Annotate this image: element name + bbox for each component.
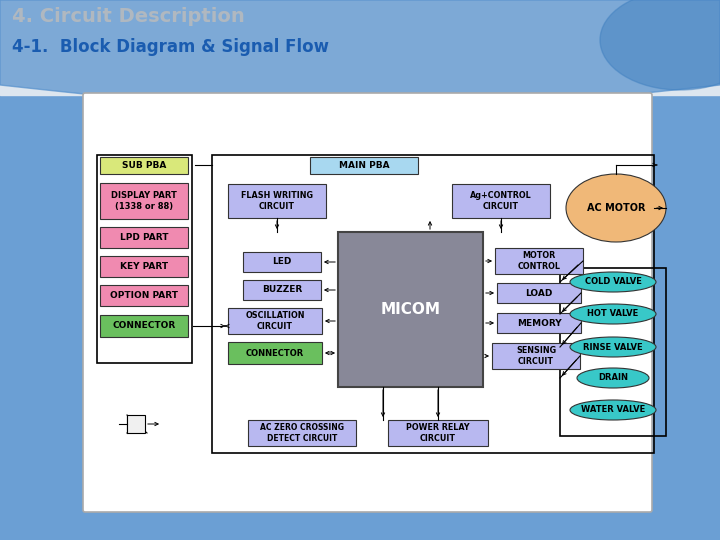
Text: MICOM: MICOM (380, 302, 441, 317)
Bar (243, 280, 321, 300)
Bar (100, 227, 188, 248)
Ellipse shape (577, 368, 649, 388)
Text: MEMORY: MEMORY (517, 319, 562, 327)
Ellipse shape (570, 400, 656, 420)
Bar (248, 420, 356, 446)
Bar (100, 183, 188, 219)
Text: MOTOR
CONTROL: MOTOR CONTROL (518, 251, 560, 271)
Bar (100, 157, 188, 174)
Bar (560, 268, 666, 436)
Ellipse shape (570, 304, 656, 324)
Text: DRAIN: DRAIN (598, 374, 628, 382)
Bar (228, 342, 322, 364)
Bar (228, 184, 326, 218)
Bar (100, 256, 188, 277)
Text: MAIN PBA: MAIN PBA (338, 161, 390, 170)
Bar (228, 308, 322, 334)
Ellipse shape (566, 174, 666, 242)
Text: 4-1.  Block Diagram & Signal Flow: 4-1. Block Diagram & Signal Flow (12, 38, 329, 56)
Bar (97, 155, 192, 363)
Text: OSCILLATION
CIRCUIT: OSCILLATION CIRCUIT (246, 311, 305, 330)
Text: CONNECTOR: CONNECTOR (246, 348, 304, 357)
Bar (243, 252, 321, 272)
Bar (310, 157, 418, 174)
Ellipse shape (570, 272, 656, 292)
Bar (100, 315, 188, 337)
Text: SENSING
CIRCUIT: SENSING CIRCUIT (516, 346, 556, 366)
Text: BUZZER: BUZZER (262, 286, 302, 294)
Bar (497, 313, 581, 333)
Text: 4. Circuit Description: 4. Circuit Description (12, 7, 245, 26)
FancyBboxPatch shape (83, 93, 652, 512)
Bar (388, 420, 488, 446)
Text: KEY PART: KEY PART (120, 262, 168, 271)
Text: LED: LED (272, 258, 292, 267)
Ellipse shape (570, 337, 656, 357)
Text: Ag+CONTROL
CIRCUIT: Ag+CONTROL CIRCUIT (470, 191, 532, 211)
Bar (100, 285, 188, 306)
Bar (492, 343, 580, 369)
Bar (495, 248, 583, 274)
Text: LPD PART: LPD PART (120, 233, 168, 242)
Text: CONNECTOR: CONNECTOR (112, 321, 176, 330)
Bar (0, 0, 720, 95)
Text: DISPLAY PART
(1338 or 88): DISPLAY PART (1338 or 88) (111, 191, 177, 211)
Text: WATER VALVE: WATER VALVE (581, 406, 645, 415)
Text: AC MOTOR: AC MOTOR (587, 203, 645, 213)
Text: HOT VALVE: HOT VALVE (588, 309, 639, 319)
Bar (452, 184, 550, 218)
Bar (127, 415, 145, 433)
Text: POWER RELAY
CIRCUIT: POWER RELAY CIRCUIT (406, 423, 470, 443)
Ellipse shape (600, 0, 720, 90)
Text: SUB PBA: SUB PBA (122, 161, 166, 170)
Text: FLASH WRITING
CIRCUIT: FLASH WRITING CIRCUIT (241, 191, 313, 211)
Bar (338, 232, 483, 387)
Text: COLD VALVE: COLD VALVE (585, 278, 642, 287)
Text: AC ZERO CROSSING
DETECT CIRCUIT: AC ZERO CROSSING DETECT CIRCUIT (260, 423, 344, 443)
Text: LOAD: LOAD (526, 288, 553, 298)
Text: RINSE VALVE: RINSE VALVE (583, 342, 643, 352)
Text: OPTION PART: OPTION PART (110, 291, 178, 300)
Bar (212, 155, 654, 453)
Bar (497, 283, 581, 303)
